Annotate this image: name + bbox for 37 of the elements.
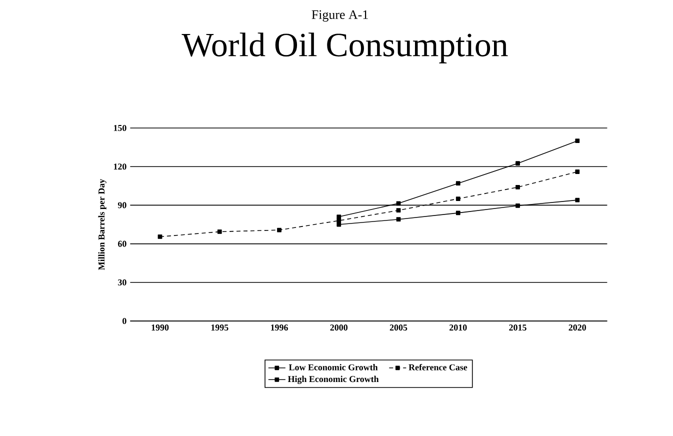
point [456, 196, 460, 201]
point [456, 210, 460, 216]
point [396, 217, 401, 222]
chart-title: World Oil Consumption [182, 32, 508, 64]
y-tick-label: 150 [114, 124, 126, 132]
x-tick-label: 2010 [450, 324, 467, 331]
chart-subtitle: Figure A-1 [312, 10, 368, 22]
y-tick-label: 30 [118, 279, 126, 286]
point [575, 198, 580, 202]
point [158, 234, 162, 239]
x-tick-label: 1990 [152, 324, 169, 331]
point [456, 181, 460, 186]
y-tick-label: 0 [122, 318, 126, 324]
point [396, 208, 401, 213]
point [217, 230, 222, 234]
x-tick-label: 2005 [390, 324, 408, 331]
x-tick-label: 2020 [568, 324, 586, 331]
y-tick-label: 60 [118, 240, 126, 247]
point [575, 138, 580, 144]
point [336, 214, 342, 219]
x-tick-label: 2000 [330, 324, 348, 331]
x-tick-label: 1996 [271, 324, 288, 331]
y-axis-title: Million Barrels per Day [98, 178, 106, 270]
point [396, 201, 401, 206]
legend-label: Reference Case [408, 364, 468, 370]
point [277, 228, 282, 232]
point [575, 170, 580, 174]
point [516, 204, 520, 208]
legend-label: Low Economic Growth [288, 364, 378, 370]
legend-label: High Economic Growth [288, 376, 379, 384]
point [516, 161, 520, 166]
x-tick-label: 1995 [211, 324, 228, 331]
point [516, 184, 520, 190]
point [336, 218, 342, 223]
x-tick-label: 2015 [509, 324, 526, 331]
y-tick-label: 90 [118, 202, 126, 208]
y-tick-label: 120 [114, 164, 126, 170]
